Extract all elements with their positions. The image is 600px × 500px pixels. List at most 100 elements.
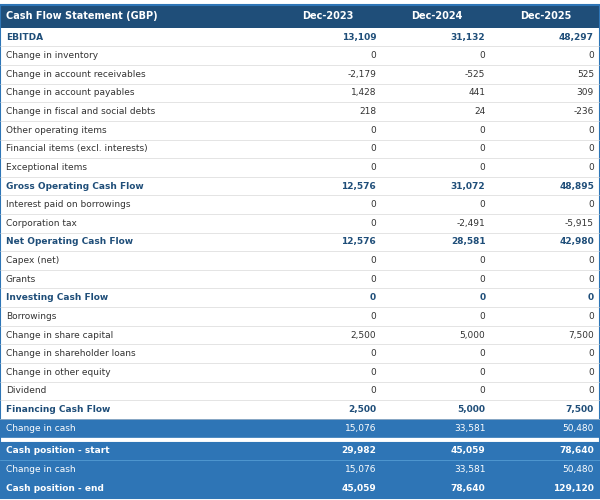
- Bar: [0, 460, 600, 479]
- Text: Change in cash: Change in cash: [6, 465, 76, 474]
- Bar: [0, 288, 600, 307]
- Text: 42,980: 42,980: [559, 238, 594, 246]
- Text: 31,132: 31,132: [451, 32, 485, 42]
- Text: Financial items (excl. interests): Financial items (excl. interests): [6, 144, 148, 154]
- Bar: [0, 46, 600, 65]
- Text: 1,428: 1,428: [350, 88, 376, 98]
- Bar: [0, 177, 600, 196]
- Text: Change in inventory: Change in inventory: [6, 51, 98, 60]
- Text: Cash Flow Statement (GBP): Cash Flow Statement (GBP): [6, 12, 158, 22]
- Text: Cash position - start: Cash position - start: [6, 446, 110, 456]
- Text: 0: 0: [588, 126, 594, 134]
- Text: 0: 0: [588, 274, 594, 283]
- Text: 28,581: 28,581: [451, 238, 485, 246]
- Text: -236: -236: [574, 107, 594, 116]
- Text: 0: 0: [370, 144, 376, 154]
- Text: Dec-2024: Dec-2024: [411, 12, 463, 22]
- Text: Corporation tax: Corporation tax: [6, 219, 77, 228]
- Text: 12,576: 12,576: [341, 182, 376, 190]
- Text: 7,500: 7,500: [568, 330, 594, 340]
- Bar: [0, 438, 600, 442]
- Text: 0: 0: [479, 200, 485, 209]
- Text: 0: 0: [370, 349, 376, 358]
- Text: 218: 218: [359, 107, 376, 116]
- Text: 0: 0: [370, 294, 376, 302]
- Text: -525: -525: [465, 70, 485, 79]
- Text: 2,500: 2,500: [348, 405, 376, 414]
- Text: 0: 0: [479, 163, 485, 172]
- Text: Cash position - end: Cash position - end: [6, 484, 104, 492]
- Text: Borrowings: Borrowings: [6, 312, 56, 321]
- Text: 309: 309: [577, 88, 594, 98]
- Bar: [0, 326, 600, 344]
- Text: Change in fiscal and social debts: Change in fiscal and social debts: [6, 107, 155, 116]
- Text: 129,120: 129,120: [553, 484, 594, 492]
- Text: 29,982: 29,982: [341, 446, 376, 456]
- Text: 15,076: 15,076: [344, 465, 376, 474]
- Text: Change in account payables: Change in account payables: [6, 88, 134, 98]
- Text: 0: 0: [479, 294, 485, 302]
- Bar: [0, 140, 600, 158]
- Bar: [0, 307, 600, 326]
- Text: 50,480: 50,480: [563, 465, 594, 474]
- Text: 0: 0: [370, 200, 376, 209]
- Text: Investing Cash Flow: Investing Cash Flow: [6, 294, 108, 302]
- Text: Dividend: Dividend: [6, 386, 46, 396]
- Bar: [0, 232, 600, 252]
- Text: -2,179: -2,179: [347, 70, 376, 79]
- Bar: [0, 382, 600, 400]
- Text: 0: 0: [588, 144, 594, 154]
- Text: 5,000: 5,000: [457, 405, 485, 414]
- Text: 45,059: 45,059: [451, 446, 485, 456]
- Bar: [0, 158, 600, 177]
- Text: 50,480: 50,480: [563, 424, 594, 432]
- Text: 0: 0: [588, 51, 594, 60]
- Text: -5,915: -5,915: [565, 219, 594, 228]
- Text: 0: 0: [370, 126, 376, 134]
- Text: 13,109: 13,109: [341, 32, 376, 42]
- Text: 0: 0: [370, 368, 376, 377]
- Text: 48,297: 48,297: [559, 32, 594, 42]
- Text: 0: 0: [370, 219, 376, 228]
- Text: Change in shareholder loans: Change in shareholder loans: [6, 349, 136, 358]
- Bar: [0, 270, 600, 288]
- Text: EBITDA: EBITDA: [6, 32, 43, 42]
- Bar: [0, 5, 600, 28]
- Text: 78,640: 78,640: [451, 484, 485, 492]
- Text: Change in account receivables: Change in account receivables: [6, 70, 146, 79]
- Text: 0: 0: [370, 163, 376, 172]
- Text: 33,581: 33,581: [454, 424, 485, 432]
- Text: 0: 0: [479, 274, 485, 283]
- Text: 525: 525: [577, 70, 594, 79]
- Text: 441: 441: [469, 88, 485, 98]
- Text: 7,500: 7,500: [566, 405, 594, 414]
- Text: Financing Cash Flow: Financing Cash Flow: [6, 405, 110, 414]
- Text: 0: 0: [588, 294, 594, 302]
- Bar: [0, 442, 600, 460]
- Text: Gross Operating Cash Flow: Gross Operating Cash Flow: [6, 182, 144, 190]
- Text: 31,072: 31,072: [451, 182, 485, 190]
- Text: 0: 0: [370, 386, 376, 396]
- Text: 2,500: 2,500: [350, 330, 376, 340]
- Text: 24: 24: [474, 107, 485, 116]
- Text: 5,000: 5,000: [460, 330, 485, 340]
- Text: 0: 0: [588, 312, 594, 321]
- Text: Net Operating Cash Flow: Net Operating Cash Flow: [6, 238, 133, 246]
- Text: 0: 0: [479, 126, 485, 134]
- Text: 0: 0: [370, 274, 376, 283]
- Text: 0: 0: [479, 386, 485, 396]
- Text: 0: 0: [479, 312, 485, 321]
- Text: Exceptional items: Exceptional items: [6, 163, 87, 172]
- Bar: [0, 84, 600, 102]
- Text: 0: 0: [479, 256, 485, 265]
- Bar: [0, 102, 600, 121]
- Text: 0: 0: [370, 256, 376, 265]
- Text: 0: 0: [588, 256, 594, 265]
- Text: Change in other equity: Change in other equity: [6, 368, 110, 377]
- Bar: [0, 65, 600, 84]
- Text: Change in share capital: Change in share capital: [6, 330, 113, 340]
- Text: 0: 0: [479, 51, 485, 60]
- Bar: [0, 419, 600, 438]
- Text: Capex (net): Capex (net): [6, 256, 59, 265]
- Text: 0: 0: [588, 386, 594, 396]
